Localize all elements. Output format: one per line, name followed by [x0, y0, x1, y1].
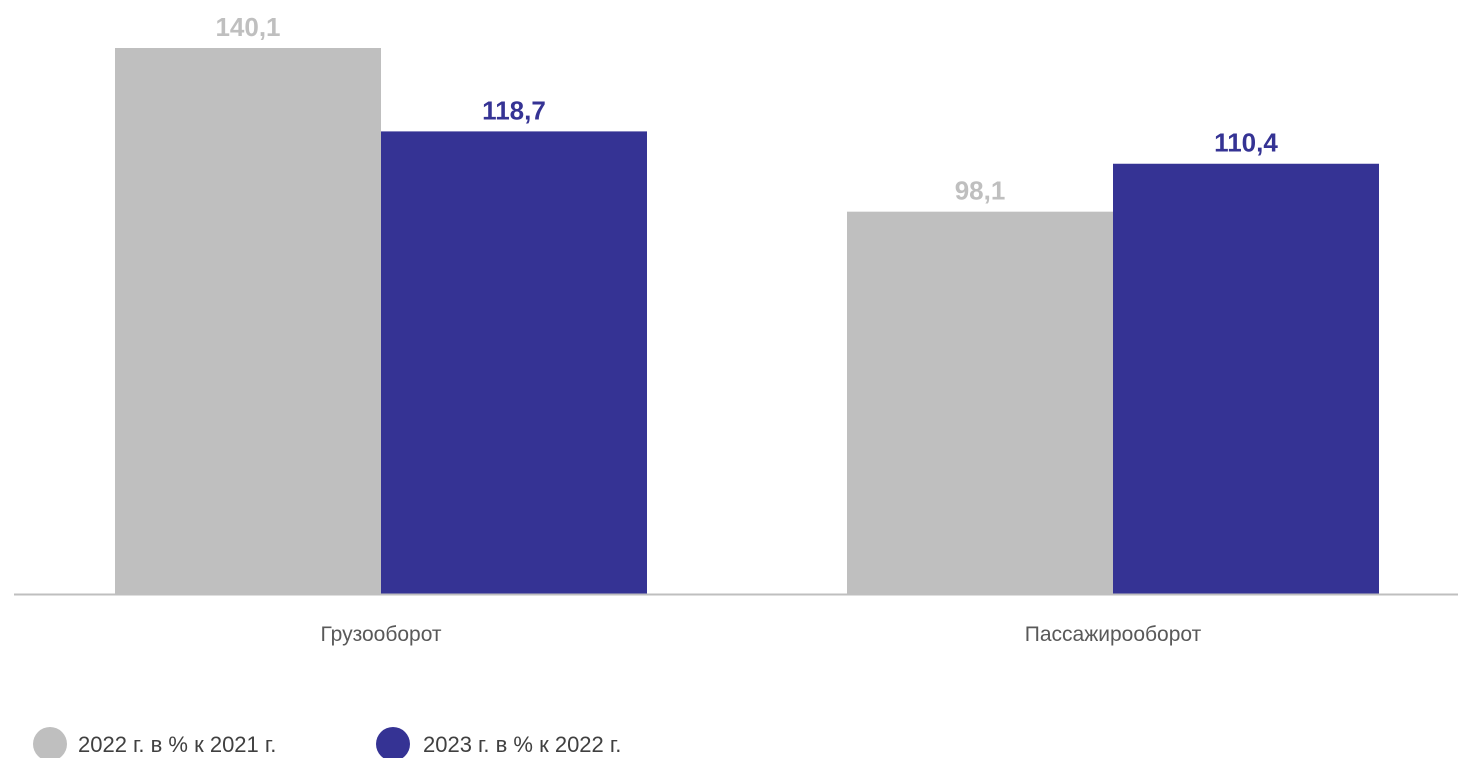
legend: 2022 г. в % к 2021 г. 2023 г. в % к 2022 …: [33, 727, 621, 758]
bar-2023-cargo: [381, 131, 647, 594]
legend-marker-2023: [376, 727, 410, 758]
bar-2023-passenger: [1113, 163, 1379, 595]
bar-2022-cargo: [115, 48, 381, 594]
legend-label-2023: 2023 г. в % к 2022 г.: [423, 732, 621, 757]
legend-marker-2022: [33, 727, 67, 758]
category-labels-group: Грузооборот Пассажирооборот: [320, 623, 1201, 646]
bar-2022-passenger: [847, 211, 1113, 594]
value-label: 140,1: [215, 12, 280, 42]
value-label: 110,4: [1214, 128, 1278, 158]
value-label: 98,1: [955, 176, 1006, 206]
category-label: Грузооборот: [320, 623, 441, 646]
value-labels-group: 140,1 118,7 98,1 110,4: [215, 12, 1278, 206]
category-label: Пассажирооборот: [1025, 623, 1202, 646]
value-label: 118,7: [482, 95, 546, 125]
legend-label-2022: 2022 г. в % к 2021 г.: [78, 732, 276, 757]
bars-group: [115, 48, 1379, 595]
